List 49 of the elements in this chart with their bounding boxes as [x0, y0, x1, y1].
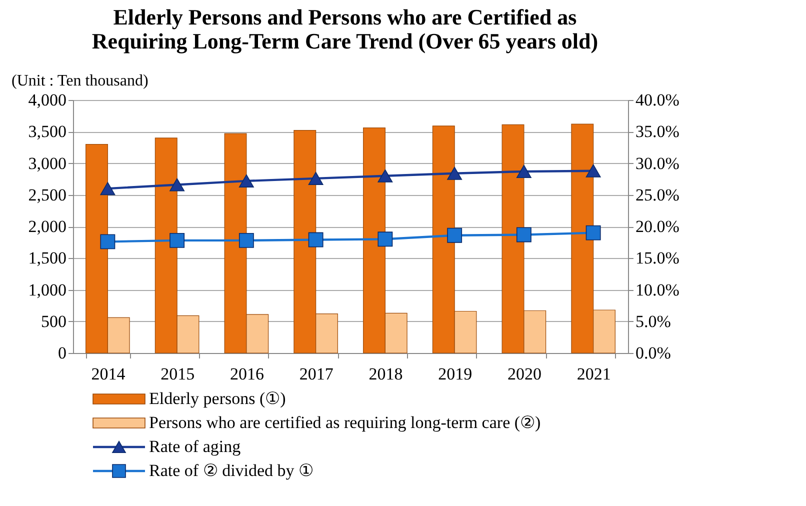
legend-label: Rate of ② divided by ①	[149, 461, 314, 480]
legend-label: Elderly persons (①)	[149, 389, 286, 408]
x-tick-label: 2020	[507, 364, 542, 384]
point	[378, 232, 393, 247]
x-tick-label: 2021	[576, 364, 611, 384]
y2-tick-label: 30.0%	[636, 154, 680, 173]
x-tick-label: 2015	[160, 364, 195, 384]
text: Elderly Persons and Persons who are Certified as	[113, 4, 577, 30]
point	[170, 232, 185, 248]
x-tick-label: 2014	[91, 364, 126, 384]
y-tick-label: 500	[41, 312, 66, 331]
point	[308, 172, 324, 185]
y-tick-label: 1,000	[28, 280, 66, 300]
y-tick-label: 3,500	[28, 122, 66, 142]
x-tick-label: 2016	[230, 364, 264, 384]
legend-label: Persons who are certified as requiring long-term care (②)	[149, 413, 541, 432]
y2-tick-label: 10.0%	[636, 280, 680, 300]
point	[238, 232, 254, 248]
x-tick-label: 2018	[368, 364, 403, 384]
point	[516, 164, 532, 178]
y2-tick-label: 25.0%	[636, 185, 680, 204]
y-tick-label: 1,500	[28, 248, 66, 268]
x-tick-label: 2019	[438, 364, 472, 384]
point	[100, 182, 116, 196]
y2-tick-label: 35.0%	[636, 122, 680, 142]
point	[447, 228, 462, 243]
y2-tick-label: 5.0%	[636, 312, 671, 331]
y2-tick-label: 0.0%	[636, 344, 671, 362]
y2-tick-label: 40.0%	[636, 90, 680, 110]
x-tick-label: 2017	[299, 364, 334, 384]
point	[308, 232, 324, 248]
y2-tick-label: 20.0%	[636, 217, 680, 236]
point	[170, 178, 185, 192]
legend-label: Rate of aging	[149, 437, 242, 456]
y-tick-label: 2,500	[28, 185, 66, 204]
point	[447, 166, 462, 180]
y-tick-label: 0	[58, 344, 66, 362]
y-tick-label: 4,000	[28, 90, 66, 110]
y-tick-label: 2,000	[28, 217, 66, 236]
point	[238, 174, 254, 188]
y-tick-label: 3,000	[28, 154, 66, 173]
y2-tick-label: 15.0%	[636, 248, 680, 268]
text: Requiring Long-Term Care Trend (Over 65 years old)	[92, 28, 598, 54]
point	[100, 234, 116, 250]
point	[586, 164, 601, 178]
point	[516, 227, 532, 242]
y-axis-title: (Unit : Ten thousand)	[12, 72, 148, 90]
point	[378, 169, 393, 182]
point	[586, 225, 601, 240]
